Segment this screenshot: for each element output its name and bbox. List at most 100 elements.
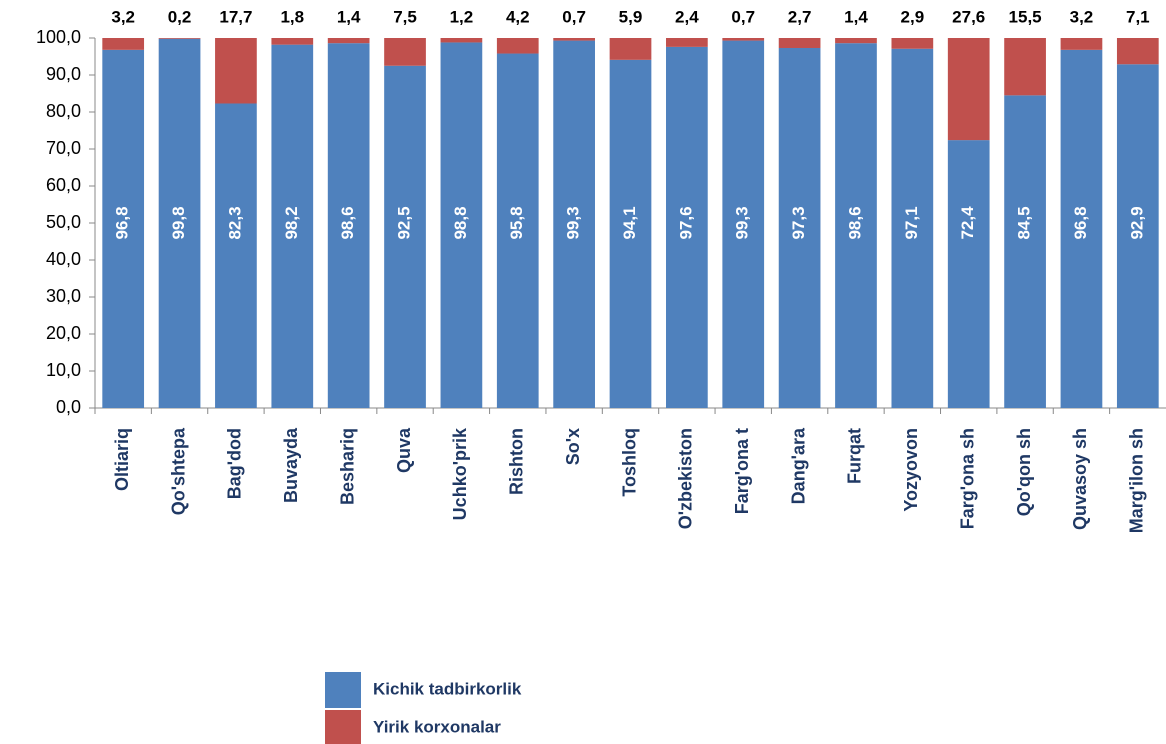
bar-segment [496,38,539,54]
bar-segment [1004,95,1046,408]
bar-segment [666,46,708,408]
data-label: 1,4 [337,7,361,26]
legend-swatch [325,710,361,744]
bar-segment [891,38,934,49]
data-label: 82,3 [225,206,244,239]
data-label: 2,7 [788,7,812,26]
data-label: 72,4 [958,206,977,240]
bar-segment [553,40,595,409]
y-tick-label: 60,0 [46,175,81,195]
x-tick-label: Farg'ona sh [957,428,977,529]
y-tick-label: 20,0 [46,323,81,343]
bar-segment [553,38,595,41]
x-tick-label: Beshariq [337,428,357,505]
bar-segment [158,38,201,39]
x-tick-label: Uchko'prik [450,427,470,520]
data-label: 7,1 [1126,7,1150,26]
data-label: 95,8 [507,206,526,239]
data-label: 2,4 [675,7,699,26]
data-label: 99,3 [564,206,583,239]
bar-segment [102,38,145,50]
x-tick-label: Oltiariq [112,428,132,491]
x-tick-label: So'x [563,428,583,465]
x-tick-label: Yozyovon [901,428,921,512]
data-label: 84,5 [1015,206,1034,239]
bar-segment [609,38,652,60]
x-tick-label: Qo'qon sh [1014,428,1034,516]
bar-segment [947,38,990,141]
bar-segment [215,103,257,409]
data-label: 97,6 [676,206,695,239]
data-label: 99,3 [733,206,752,239]
bar-segment [158,38,201,409]
data-label: 1,2 [450,7,474,26]
bar-segment [1060,38,1103,50]
y-tick-label: 30,0 [46,286,81,306]
bar-segment [327,38,370,44]
x-tick-label: Dang'ara [788,427,808,504]
data-label: 2,9 [901,7,925,26]
bar-segment [1004,38,1046,96]
bar-segment [102,49,145,409]
data-label: 98,6 [845,206,864,239]
bar-segment [947,140,990,408]
x-tick-label: Buvayda [281,427,301,503]
bar-segment [496,53,539,408]
bar-segment [722,40,765,409]
bar-segment [215,38,257,104]
x-tick-label: Rishton [507,428,527,495]
data-label: 4,2 [506,7,530,26]
data-label: 98,6 [338,206,357,239]
data-label: 3,2 [1070,7,1094,26]
bar-segment [1116,64,1159,409]
bar-segment [271,44,314,408]
y-tick-label: 90,0 [46,64,81,84]
bar-segment [271,38,314,45]
bar-segment [1060,49,1103,409]
data-label: 3,2 [111,7,135,26]
y-tick-label: 10,0 [46,360,81,380]
bar-segment [835,43,877,409]
y-tick-label: 100,0 [36,27,81,47]
data-label: 27,6 [952,7,985,26]
x-tick-label: Marg'ilon sh [1127,428,1147,533]
bar-segment [778,47,821,409]
x-tick-label: Quvasoy sh [1070,428,1090,530]
legend-label: Yirik korxonalar [373,717,501,736]
data-label: 96,8 [1071,206,1090,239]
data-label: 0,7 [731,7,755,26]
y-tick-label: 50,0 [46,212,81,232]
data-label: 98,8 [451,206,470,239]
bar-segment [835,38,877,44]
legend-label: Kichik tadbirkorlik [373,679,522,698]
data-label: 98,2 [282,206,301,239]
bar-segment [384,65,426,408]
x-tick-label: O'zbekiston [676,428,696,529]
bar-segment [440,42,483,408]
data-label: 92,5 [395,206,414,239]
bar-segment [384,38,426,66]
data-label: 97,3 [789,206,808,239]
y-tick-label: 80,0 [46,101,81,121]
data-label: 15,5 [1009,7,1042,26]
y-tick-label: 0,0 [56,397,81,417]
data-label: 0,7 [562,7,586,26]
y-tick-label: 70,0 [46,138,81,158]
bar-segment [609,59,652,408]
data-label: 7,5 [393,7,417,26]
x-tick-label: Furqat [845,428,865,484]
data-label: 5,9 [619,7,643,26]
bar-segment [440,38,483,43]
data-label: 0,2 [168,7,192,26]
bar-segment [1116,38,1159,65]
data-label: 17,7 [219,7,252,26]
data-label: 1,4 [844,7,868,26]
x-tick-label: Qo'shtepa [168,427,188,515]
bar-segment [327,43,370,409]
x-tick-label: Farg'ona t [732,428,752,514]
y-tick-label: 40,0 [46,249,81,269]
bar-segment [722,38,765,41]
data-label: 99,8 [169,206,188,239]
